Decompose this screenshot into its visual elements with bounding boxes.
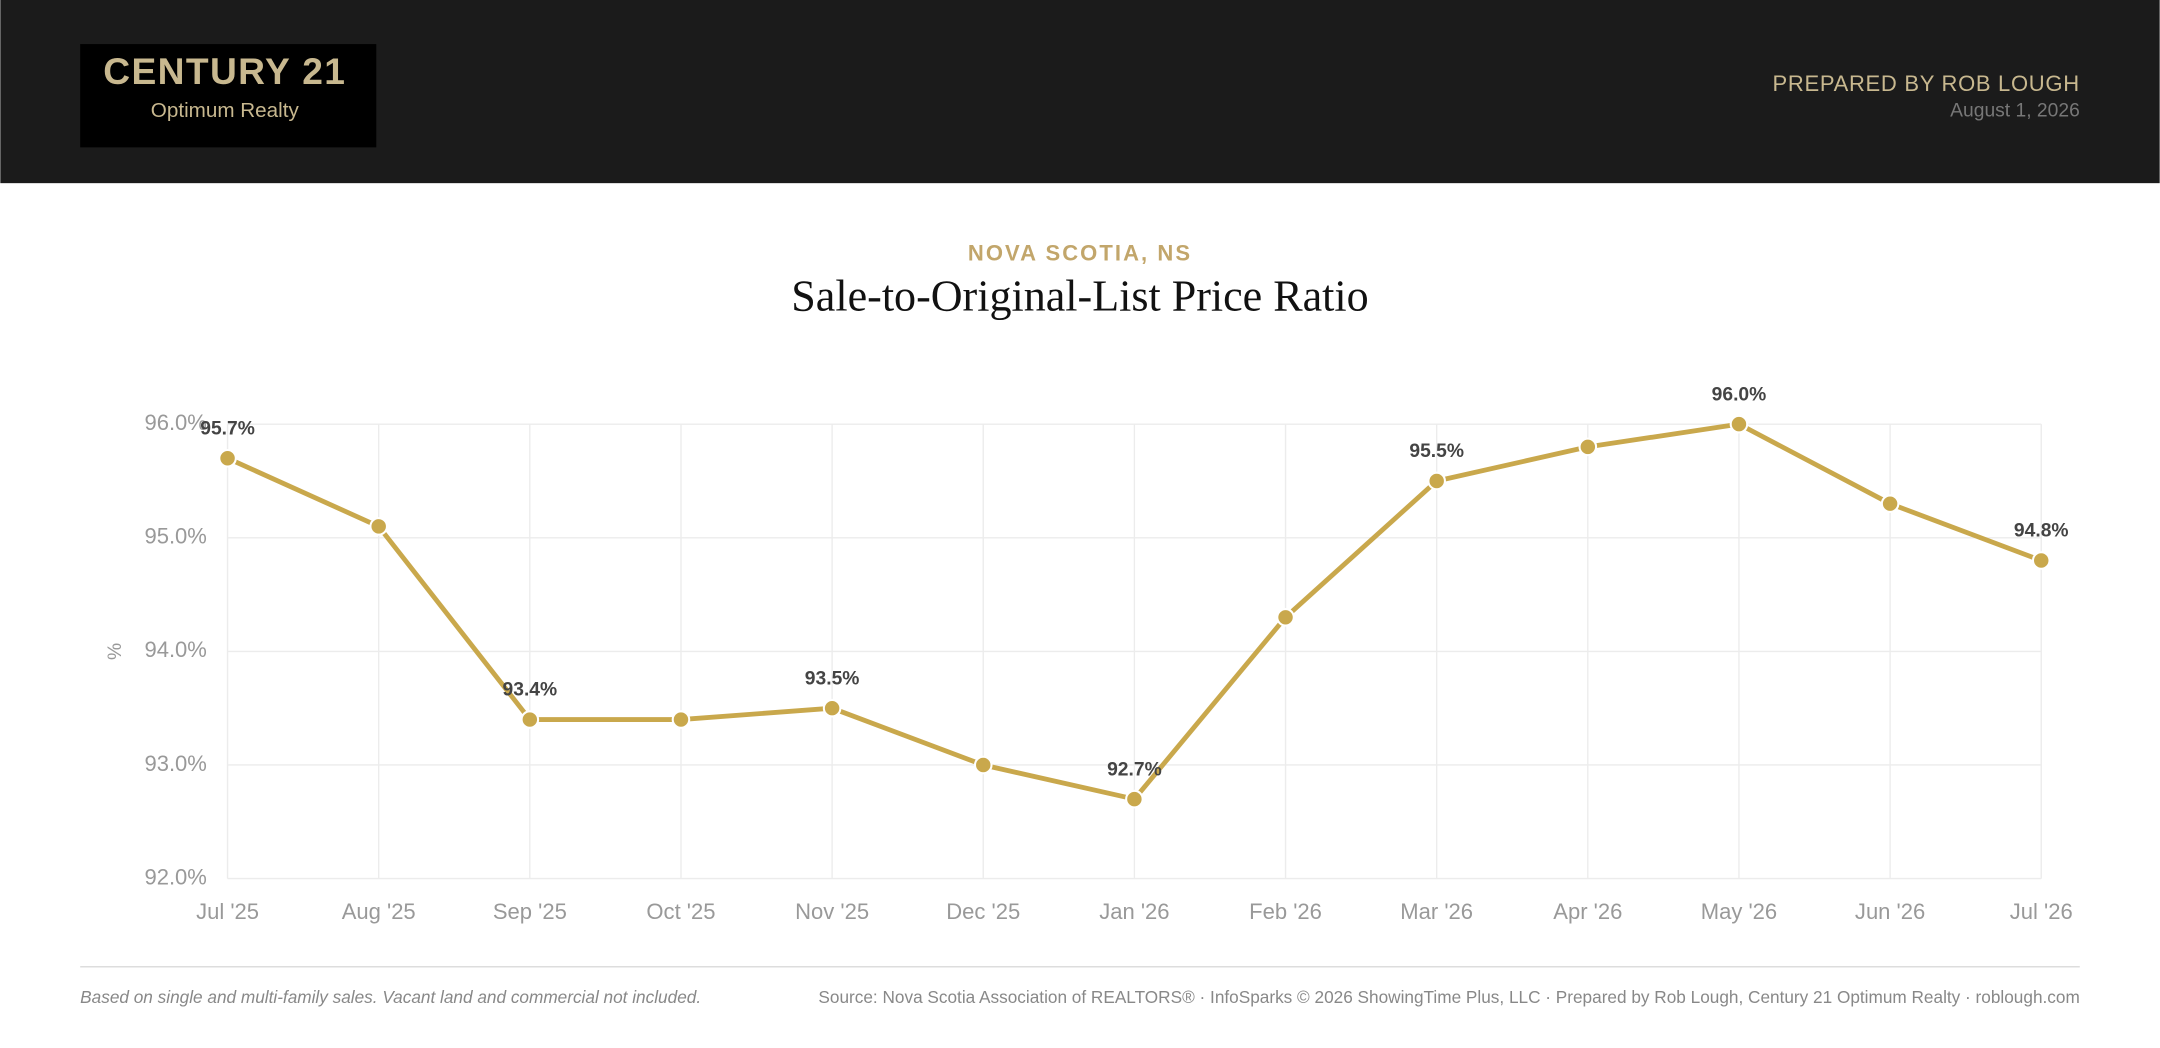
x-tick-label: Jul '26 — [2010, 899, 2073, 924]
data-label: 94.8% — [2014, 521, 2069, 542]
data-label: 92.7% — [1107, 759, 1162, 780]
x-tick-label: Mar '26 — [1400, 899, 1473, 924]
data-point — [1729, 414, 1749, 434]
data-label: 95.7% — [200, 418, 255, 439]
data-point — [973, 755, 993, 775]
data-label: 93.5% — [805, 668, 860, 689]
data-point — [520, 710, 540, 729]
data-point — [218, 448, 237, 468]
data-label: 96.0% — [1712, 384, 1767, 405]
data-point — [1578, 437, 1598, 457]
chart-title: Sale-to-Original-List Price Ratio — [791, 271, 1368, 320]
data-point — [822, 698, 842, 718]
footer-note: Based on single and multi-family sales. … — [80, 987, 701, 1007]
data-label: 93.4% — [503, 680, 558, 701]
data-point — [671, 710, 691, 729]
y-axis-label: % — [105, 643, 126, 660]
data-label: 95.5% — [1409, 441, 1464, 462]
data-point — [2031, 551, 2051, 570]
chart-subtitle: NOVA SCOTIA, NS — [968, 241, 1192, 266]
y-tick-label: 95.0% — [144, 524, 206, 549]
y-tick-label: 96.0% — [144, 410, 206, 435]
data-point — [369, 517, 388, 536]
footer-source: Source: Nova Scotia Association of REALT… — [818, 987, 2079, 1007]
y-tick-label: 93.0% — [144, 751, 206, 776]
prepared-by: PREPARED BY ROB LOUGH — [1773, 71, 2080, 96]
y-tick-label: 94.0% — [144, 637, 206, 662]
x-tick-label: Jan '26 — [1099, 899, 1169, 924]
y-tick-label: 92.0% — [144, 864, 206, 889]
x-tick-label: Jul '25 — [196, 899, 259, 924]
x-tick-label: Oct '25 — [646, 899, 715, 924]
x-tick-label: Apr '26 — [1553, 899, 1622, 924]
data-point — [1125, 789, 1144, 809]
x-tick-label: Aug '25 — [342, 899, 416, 924]
logo-brand: CENTURY 21 — [103, 50, 346, 92]
x-tick-label: Sep '25 — [493, 899, 567, 924]
data-point — [1276, 608, 1295, 627]
data-point — [1427, 471, 1446, 491]
x-tick-label: Dec '25 — [946, 899, 1020, 924]
x-tick-label: Feb '26 — [1249, 899, 1322, 924]
data-point — [1880, 494, 1900, 513]
x-tick-label: May '26 — [1701, 899, 1777, 924]
logo-sub: Optimum Realty — [151, 99, 300, 122]
plot: 92.0% 93.0% 94.0% 95.0% 96.0% Jul '25 Aug '25 S… — [144, 384, 2072, 924]
x-tick-label: Nov '25 — [795, 899, 869, 924]
logo-box — [80, 44, 377, 148]
report-date: August 1, 2026 — [1950, 101, 2080, 122]
x-tick-label: Jun '26 — [1855, 899, 1925, 924]
